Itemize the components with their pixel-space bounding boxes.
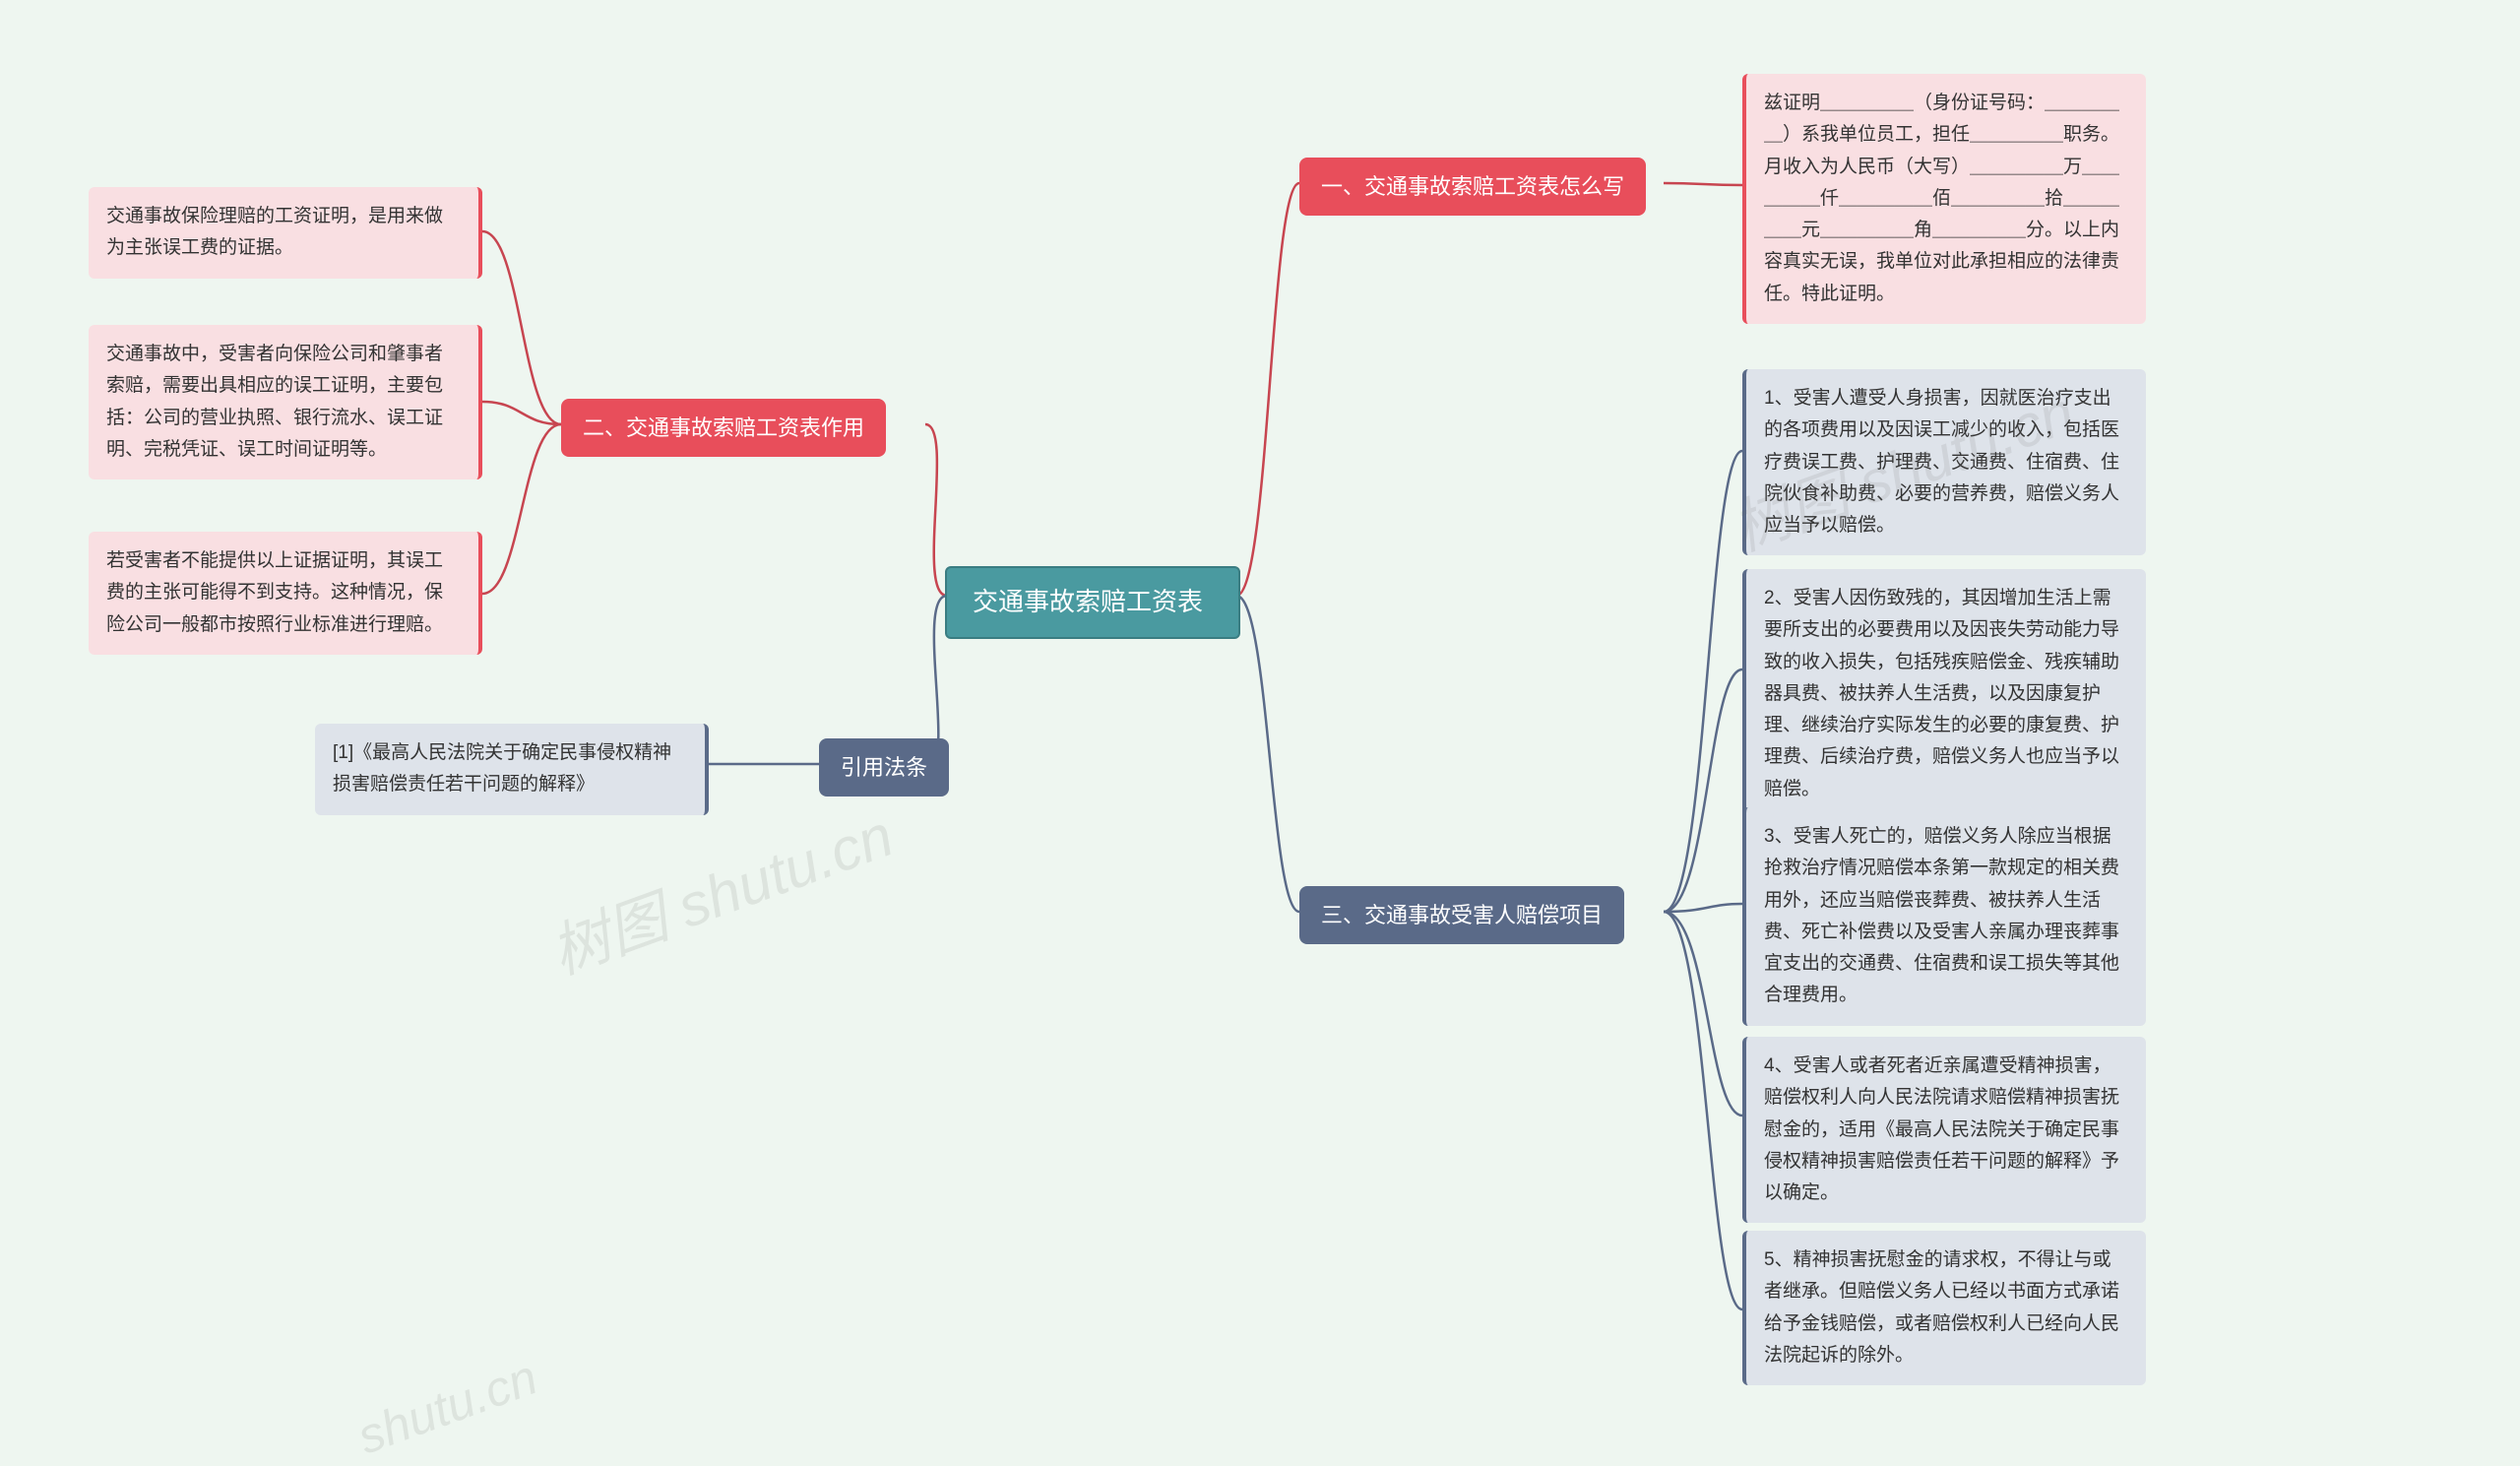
watermark: 树图 shutu.cn [537, 788, 903, 990]
branch-3-leaf-2-text: 2、受害人因伤致残的，其因增加生活上需要所支出的必要费用以及因丧失劳动能力导致的… [1764, 588, 2119, 799]
branch-3-leaf-3: 3、受害人死亡的，赔偿义务人除应当根据抢救治疗情况赔偿本条第一款规定的相关费用外… [1742, 807, 2146, 1026]
branch-2-leaf-2-text: 交通事故中，受害者向保险公司和肇事者索赔，需要出具相应的误工证明，主要包括：公司… [106, 344, 443, 460]
branch-3-leaf-3-text: 3、受害人死亡的，赔偿义务人除应当根据抢救治疗情况赔偿本条第一款规定的相关费用外… [1764, 826, 2119, 1005]
branch-2-leaf-2: 交通事故中，受害者向保险公司和肇事者索赔，需要出具相应的误工证明，主要包括：公司… [89, 325, 482, 479]
branch-1-node: 一、交通事故索赔工资表怎么写 [1299, 158, 1646, 216]
branch-3-leaf-4: 4、受害人或者死者近亲属遭受精神损害，赔偿权利人向人民法院请求赔偿精神损害抚慰金… [1742, 1037, 2146, 1223]
branch-2-node: 二、交通事故索赔工资表作用 [561, 399, 886, 457]
branch-3-leaf-5-text: 5、精神损害抚慰金的请求权，不得让与或者继承。但赔偿义务人已经以书面方式承诺给予… [1764, 1249, 2119, 1366]
reference-label: 引用法条 [841, 755, 927, 780]
branch-1-leaf-text: 兹证明＿＿＿＿＿（身份证号码：＿＿＿＿＿）系我单位员工，担任＿＿＿＿＿职务。月收… [1764, 93, 2119, 304]
branch-2-leaf-3: 若受害者不能提供以上证据证明，其误工费的主张可能得不到支持。这种情况，保险公司一… [89, 532, 482, 655]
branch-1-leaf: 兹证明＿＿＿＿＿（身份证号码：＿＿＿＿＿）系我单位员工，担任＿＿＿＿＿职务。月收… [1742, 74, 2146, 324]
branch-2-leaf-1-text: 交通事故保险理赔的工资证明，是用来做为主张误工费的证据。 [106, 206, 443, 258]
reference-leaf: [1]《最高人民法院关于确定民事侵权精神损害赔偿责任若干问题的解释》 [315, 724, 709, 815]
reference-node: 引用法条 [819, 738, 949, 797]
branch-3-leaf-1-text: 1、受害人遭受人身损害，因就医治疗支出的各项费用以及因误工减少的收入，包括医疗费… [1764, 388, 2119, 536]
center-label: 交通事故索赔工资表 [973, 587, 1203, 616]
branch-3-leaf-1: 1、受害人遭受人身损害，因就医治疗支出的各项费用以及因误工减少的收入，包括医疗费… [1742, 369, 2146, 555]
branch-3-leaf-4-text: 4、受害人或者死者近亲属遭受精神损害，赔偿权利人向人民法院请求赔偿精神损害抚慰金… [1764, 1055, 2119, 1203]
watermark: shutu.cn [350, 1348, 544, 1465]
branch-3-label: 三、交通事故受害人赔偿项目 [1321, 903, 1603, 927]
reference-leaf-text: [1]《最高人民法院关于确定民事侵权精神损害赔偿责任若干问题的解释》 [333, 742, 671, 795]
branch-3-node: 三、交通事故受害人赔偿项目 [1299, 886, 1624, 944]
branch-2-label: 二、交通事故索赔工资表作用 [583, 415, 864, 440]
branch-2-leaf-1: 交通事故保险理赔的工资证明，是用来做为主张误工费的证据。 [89, 187, 482, 279]
branch-3-leaf-2: 2、受害人因伤致残的，其因增加生活上需要所支出的必要费用以及因丧失劳动能力导致的… [1742, 569, 2146, 819]
branch-2-leaf-3-text: 若受害者不能提供以上证据证明，其误工费的主张可能得不到支持。这种情况，保险公司一… [106, 550, 443, 635]
branch-3-leaf-5: 5、精神损害抚慰金的请求权，不得让与或者继承。但赔偿义务人已经以书面方式承诺给予… [1742, 1231, 2146, 1385]
center-node: 交通事故索赔工资表 [945, 566, 1240, 639]
branch-1-label: 一、交通事故索赔工资表怎么写 [1321, 174, 1624, 199]
